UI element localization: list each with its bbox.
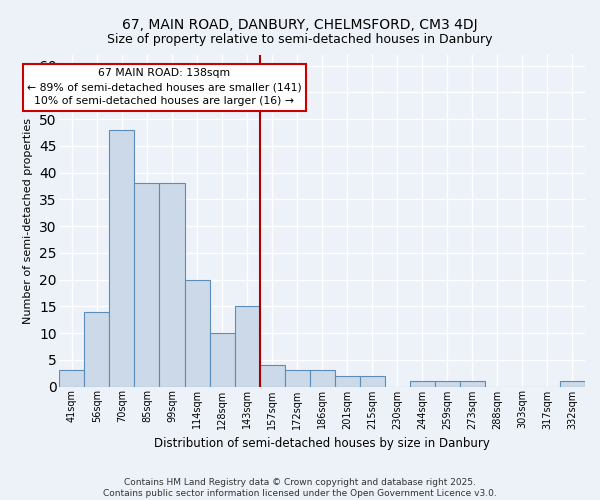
Y-axis label: Number of semi-detached properties: Number of semi-detached properties [23, 118, 34, 324]
Text: 67 MAIN ROAD: 138sqm
← 89% of semi-detached houses are smaller (141)
10% of semi: 67 MAIN ROAD: 138sqm ← 89% of semi-detac… [27, 68, 302, 106]
Bar [209, 333, 235, 386]
Bar [160, 184, 185, 386]
Bar [59, 370, 85, 386]
Bar [134, 184, 160, 386]
Bar [235, 306, 260, 386]
Bar [109, 130, 134, 386]
Bar [560, 381, 585, 386]
Bar [460, 381, 485, 386]
Bar [360, 376, 385, 386]
Bar [260, 365, 284, 386]
Bar [335, 376, 360, 386]
Bar [410, 381, 435, 386]
Text: Contains HM Land Registry data © Crown copyright and database right 2025.
Contai: Contains HM Land Registry data © Crown c… [103, 478, 497, 498]
Bar [310, 370, 335, 386]
Bar [435, 381, 460, 386]
X-axis label: Distribution of semi-detached houses by size in Danbury: Distribution of semi-detached houses by … [154, 437, 490, 450]
Bar [284, 370, 310, 386]
Bar [85, 312, 109, 386]
Text: 67, MAIN ROAD, DANBURY, CHELMSFORD, CM3 4DJ: 67, MAIN ROAD, DANBURY, CHELMSFORD, CM3 … [122, 18, 478, 32]
Bar [185, 280, 209, 386]
Text: Size of property relative to semi-detached houses in Danbury: Size of property relative to semi-detach… [107, 32, 493, 46]
